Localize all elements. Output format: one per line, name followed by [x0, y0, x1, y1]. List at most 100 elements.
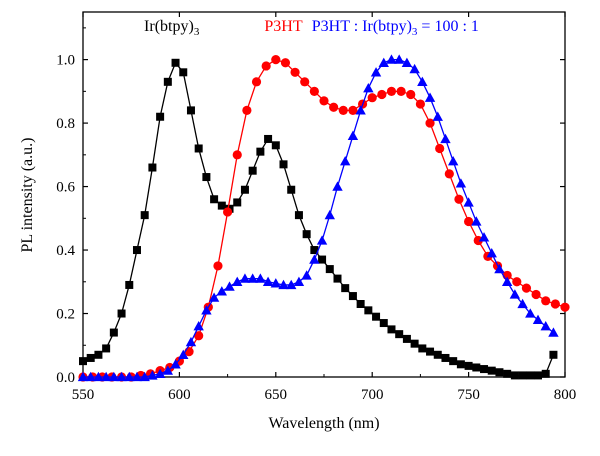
data-point [386, 54, 397, 64]
data-point [213, 261, 223, 271]
y-tick-label: 0.0 [56, 370, 75, 386]
series-label: P3HT : Ir(btpy)3 = 100 : 1 [312, 18, 479, 38]
data-point [208, 292, 220, 302]
data-point [148, 163, 157, 172]
data-point [239, 273, 251, 283]
data-point [503, 369, 512, 378]
x-tick-label: 700 [361, 387, 384, 403]
data-point [217, 201, 226, 210]
data-point [441, 353, 450, 362]
data-point [549, 350, 558, 359]
data-point [402, 334, 411, 343]
data-point [440, 133, 451, 144]
data-point [262, 276, 274, 286]
data-point [294, 211, 303, 220]
data-point [117, 309, 126, 318]
data-point [316, 235, 328, 245]
data-point [93, 371, 104, 382]
x-tick-label: 650 [265, 387, 288, 403]
x-axis-ticks: 550 600 650 700 750 800 [72, 12, 576, 403]
data-point [512, 277, 522, 287]
series-label: Ir(btpy)3 [144, 18, 200, 38]
data-point [186, 106, 195, 115]
data-point [318, 255, 327, 264]
data-point [372, 312, 381, 321]
data-point [116, 371, 127, 382]
data-point [433, 350, 442, 359]
data-point [270, 278, 281, 288]
data-point [356, 300, 365, 308]
data-point [102, 344, 111, 353]
data-point [194, 144, 203, 153]
data-point [487, 366, 496, 375]
data-point [471, 216, 482, 226]
series-line [82, 61, 555, 377]
data-point [426, 347, 435, 356]
data-point [178, 349, 189, 359]
data-point [424, 92, 436, 102]
data-point [332, 181, 343, 191]
data-point [370, 67, 382, 77]
data-point [287, 185, 296, 194]
series-labels: Ir(btpy)3 P3HT P3HT : Ir(btpy)3 = 100 : 1 [144, 18, 479, 38]
data-point [456, 360, 465, 369]
data-point [139, 371, 150, 382]
data-point [377, 89, 387, 100]
data-point [510, 371, 519, 380]
data-point [478, 232, 490, 242]
data-point [531, 289, 541, 300]
data-point [79, 357, 87, 366]
data-point [216, 286, 228, 296]
data-point [363, 82, 374, 93]
data-point [449, 357, 458, 366]
data-point [501, 276, 513, 286]
data-point [379, 319, 388, 328]
data-point [223, 207, 233, 217]
plot-frame [82, 11, 566, 378]
data-point [455, 178, 467, 188]
data-point [140, 211, 149, 220]
data-point [410, 339, 419, 348]
data-point [518, 371, 527, 380]
series-circle [78, 55, 570, 382]
data-point [395, 330, 404, 339]
data-point [393, 54, 405, 64]
data-point [333, 274, 342, 283]
data-point [386, 86, 397, 96]
data-point [309, 254, 320, 264]
data-point [247, 273, 258, 283]
data-point [517, 298, 528, 309]
data-point [264, 134, 273, 143]
data-point [340, 155, 351, 166]
series-layer [77, 54, 570, 382]
data-point [154, 368, 166, 378]
data-point [396, 86, 406, 96]
data-point [278, 279, 289, 290]
series-line [83, 58, 554, 378]
data-point [132, 246, 141, 255]
data-point [387, 325, 396, 334]
data-point [355, 105, 366, 115]
x-axis-title: Wavelength (nm) [268, 415, 379, 432]
data-point [548, 327, 559, 337]
data-point [473, 235, 483, 246]
data-point [108, 371, 120, 382]
data-point [242, 105, 252, 115]
data-point [480, 365, 489, 374]
data-point [301, 270, 312, 280]
data-point [367, 93, 377, 103]
data-point [302, 230, 311, 239]
series-label: P3HT [264, 18, 302, 35]
data-point [271, 141, 280, 150]
data-point [525, 308, 536, 318]
data-point [432, 111, 443, 121]
data-point [271, 55, 281, 65]
data-point [378, 57, 389, 67]
data-point [201, 305, 212, 315]
data-point [509, 289, 521, 299]
data-point [338, 105, 348, 115]
data-point [163, 77, 172, 86]
y-tick-label: 0.4 [56, 243, 75, 259]
data-point [348, 292, 357, 301]
data-point [454, 194, 464, 204]
